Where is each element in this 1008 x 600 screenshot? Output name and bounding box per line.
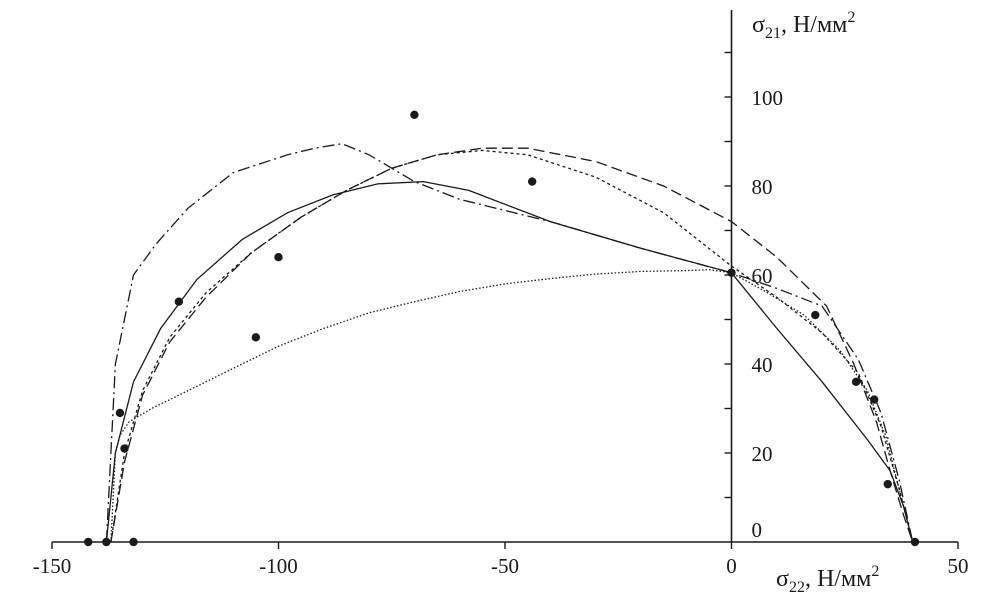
y-tick-label: 40: [752, 353, 773, 377]
y-tick-label: 60: [752, 264, 773, 288]
x-tick-label: -50: [491, 554, 519, 578]
y-tick-label: 100: [752, 86, 784, 110]
axes-group: [52, 10, 958, 543]
data-point: [851, 377, 861, 386]
data-point: [251, 333, 261, 342]
data-point: [883, 479, 892, 489]
x-tick-label: -150: [33, 554, 72, 578]
y-tick-label: 0: [752, 518, 763, 542]
data-point: [115, 408, 125, 418]
x-tick-label: -100: [259, 554, 298, 578]
ticks-group: -150 -100 -50 0 50 0 20 40 60 80 100: [33, 51, 969, 578]
data-point: [174, 297, 184, 306]
points-group: [84, 110, 920, 547]
data-point: [120, 444, 129, 453]
series-line-dotted: [110, 149, 914, 543]
data-point: [410, 110, 419, 120]
series-line-solid: [105, 180, 914, 543]
series-line-finedot: [110, 269, 914, 543]
x-tick-label: 0: [726, 554, 737, 578]
x-axis-title: σ22, Н/мм2: [776, 563, 879, 596]
y-axis-title: σ21, Н/мм2: [752, 9, 855, 42]
x-tick-label: 50: [948, 554, 969, 578]
data-point: [869, 395, 879, 404]
series-line-dashed: [110, 147, 914, 543]
y-tick-label: 80: [752, 175, 773, 199]
data-point: [274, 253, 283, 262]
y-tick-label: 20: [752, 442, 773, 466]
series-group: [105, 143, 914, 543]
data-point: [527, 177, 537, 186]
series-line-dashdot: [105, 143, 914, 543]
data-point: [811, 310, 820, 320]
